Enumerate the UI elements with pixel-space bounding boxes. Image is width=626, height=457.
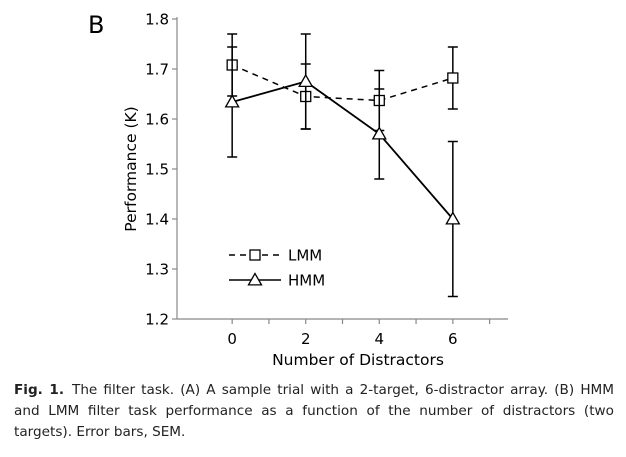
y-axis-label: Performance (K) <box>122 106 140 231</box>
triangle-marker <box>371 126 387 140</box>
series-line <box>231 64 454 102</box>
series-hmm <box>224 33 461 298</box>
x-tick-label: 6 <box>448 330 458 348</box>
y-ticks: 1.2 1.3 1.4 1.5 1.6 1.7 1.8 <box>145 11 177 329</box>
series-line <box>231 80 454 220</box>
y-tick-label: 1.5 <box>145 161 169 179</box>
legend-item-lmm: LMM <box>229 247 322 265</box>
y-tick-label: 1.2 <box>145 311 169 329</box>
triangle-marker <box>445 211 461 225</box>
legend-label: HMM <box>288 272 325 290</box>
legend: LMM HMM <box>229 247 325 290</box>
figure-caption: Fig. 1. The filter task. (A) A sample tri… <box>14 380 614 443</box>
x-tick-label: 0 <box>227 330 237 348</box>
triangle-marker <box>224 94 240 108</box>
series-layer <box>224 33 461 298</box>
plot-area: 1.2 1.3 1.4 1.5 1.6 1.7 1.8 0 2 4 6 <box>145 11 508 348</box>
y-tick-label: 1.8 <box>145 11 169 29</box>
y-tick-label: 1.3 <box>145 261 169 279</box>
caption-text: The filter task. (A) A sample trial with… <box>14 382 614 440</box>
legend-label: LMM <box>288 247 322 265</box>
y-tick-label: 1.6 <box>145 111 169 129</box>
x-tick-label: 4 <box>375 330 385 348</box>
y-tick-label: 1.4 <box>145 211 169 229</box>
triangle-marker <box>298 73 314 88</box>
x-tick-label: 2 <box>301 330 311 348</box>
panel-label: B <box>88 11 104 39</box>
y-tick-label: 1.7 <box>145 61 169 79</box>
figure: B 1.2 1.3 1.4 1.5 1.6 1.7 1.8 0 2 4 6 Performance… <box>88 11 508 369</box>
x-ticks: 0 2 4 6 <box>227 319 491 348</box>
x-axis-label: Number of Distractors <box>272 351 444 369</box>
series-lmm <box>226 33 459 132</box>
caption-label: Fig. 1. <box>14 382 65 398</box>
triangle-marker <box>247 272 263 286</box>
square-marker <box>249 249 261 261</box>
square-marker <box>447 72 459 84</box>
legend-item-hmm: HMM <box>229 272 325 290</box>
